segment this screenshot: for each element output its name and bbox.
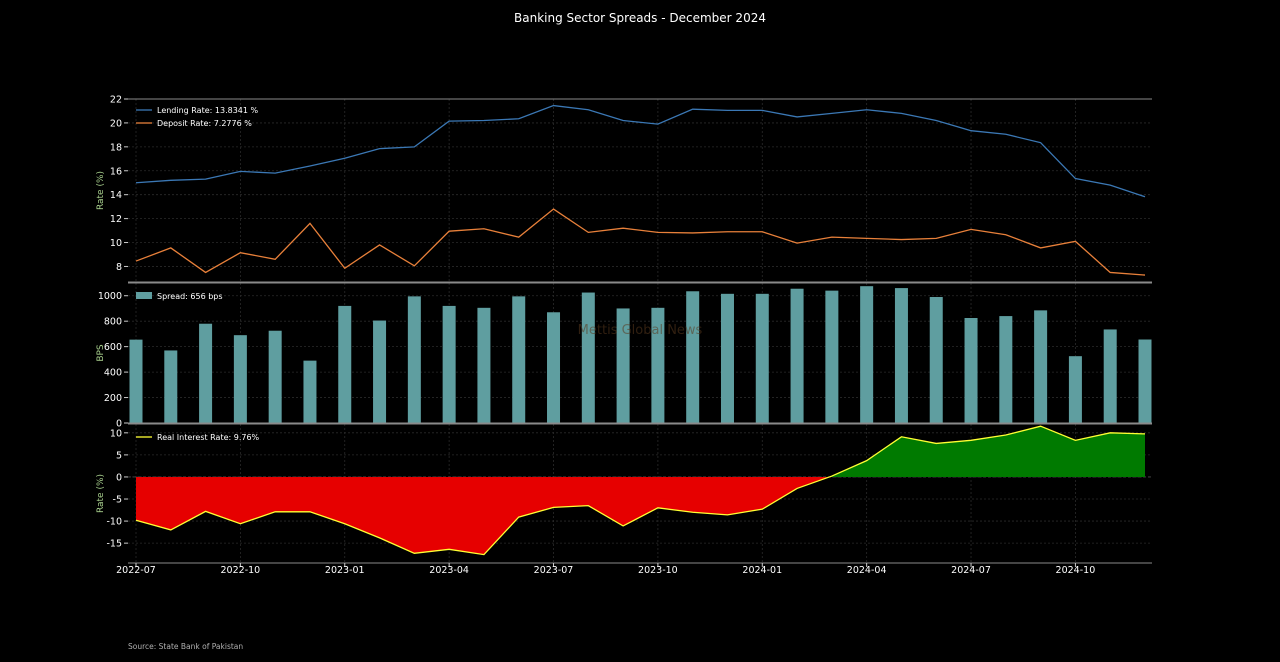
spread-bar xyxy=(477,307,491,423)
spread-bar xyxy=(338,305,352,423)
spread-bar xyxy=(616,308,630,423)
xtick-label: 2022-10 xyxy=(221,565,261,576)
ytick-label: -10 xyxy=(106,517,122,528)
spread-bar xyxy=(303,360,317,423)
ytick-label: 400 xyxy=(104,368,122,379)
ytick-label: 22 xyxy=(110,95,122,106)
xtick-label: 2024-07 xyxy=(951,565,991,576)
chart-title: Banking Sector Spreads - December 2024 xyxy=(514,11,766,25)
panel-3-ylabel: Rate (%) xyxy=(96,474,106,513)
ytick-label: -15 xyxy=(106,539,122,550)
xtick-label: 2023-04 xyxy=(429,565,469,576)
real-rate-line xyxy=(135,425,1146,556)
spread-bar xyxy=(1138,339,1152,423)
deposit-rate-line xyxy=(135,208,1146,276)
panel-2-ylabel: BPS xyxy=(96,344,106,362)
spread-bar xyxy=(547,312,561,423)
spread-bar xyxy=(1068,356,1082,423)
watermark: Mettis Global News xyxy=(578,323,703,338)
panel-1-ylabel: Rate (%) xyxy=(96,171,106,210)
xtick-label: 2024-10 xyxy=(1056,565,1096,576)
legend-label-deposit: Deposit Rate: 7.2776 % xyxy=(157,119,252,128)
xtick-label: 2024-01 xyxy=(742,565,782,576)
spread-bar xyxy=(686,291,700,423)
ytick-label: 600 xyxy=(104,342,122,353)
ytick-label: 0 xyxy=(116,419,122,430)
ytick-label: 800 xyxy=(104,317,122,328)
spread-bar xyxy=(512,296,526,423)
spread-bar xyxy=(373,320,387,423)
negative-real-rate-area xyxy=(136,476,830,555)
spread-bar xyxy=(233,335,247,423)
ytick-label: 10 xyxy=(110,428,122,439)
positive-real-rate-area xyxy=(829,426,1145,477)
spread-bar xyxy=(999,316,1013,423)
xtick-label: 2024-04 xyxy=(847,565,887,576)
spread-bar xyxy=(199,323,213,423)
spread-bar xyxy=(929,297,943,423)
spread-bar xyxy=(407,296,421,423)
legend-label-real-rate: Real Interest Rate: 9.76% xyxy=(157,433,260,442)
ytick-label: 16 xyxy=(110,166,122,177)
lending-rate-line xyxy=(135,104,1146,198)
spread-bar xyxy=(442,305,456,423)
xtick-label: 2023-07 xyxy=(534,565,574,576)
spread-bar xyxy=(894,288,908,423)
spread-bar xyxy=(1103,329,1117,423)
xtick-label: 2023-01 xyxy=(325,565,365,576)
ytick-label: 8 xyxy=(116,262,122,273)
ytick-label: 18 xyxy=(110,142,122,153)
ytick-label: 14 xyxy=(110,190,122,201)
ytick-label: -5 xyxy=(113,495,122,506)
spread-bar xyxy=(755,293,769,423)
ytick-label: 20 xyxy=(110,118,122,129)
ytick-label: 1000 xyxy=(98,291,122,302)
ytick-label: 0 xyxy=(116,472,122,483)
spread-bar xyxy=(268,330,282,423)
spread-bar xyxy=(129,339,143,423)
ytick-label: 5 xyxy=(116,450,122,461)
spread-bar xyxy=(825,290,839,423)
ytick-label: 10 xyxy=(110,238,122,249)
spread-bar xyxy=(860,286,874,423)
spread-bar xyxy=(790,288,804,423)
legend-label-lending: Lending Rate: 13.8341 % xyxy=(157,106,259,115)
spread-bar xyxy=(964,318,978,423)
spread-bar xyxy=(1034,310,1048,423)
xtick-label: 2023-10 xyxy=(638,565,678,576)
spread-bar xyxy=(651,307,665,423)
source-note: Source: State Bank of Pakistan xyxy=(128,642,243,651)
legend-label-spread: Spread: 656 bps xyxy=(157,292,223,301)
spread-bar xyxy=(164,350,178,423)
ytick-label: 12 xyxy=(110,214,122,225)
spread-bar xyxy=(581,292,595,423)
spread-bar xyxy=(720,293,734,423)
ytick-label: 200 xyxy=(104,393,122,404)
legend-swatch-spread xyxy=(136,292,152,299)
xtick-label: 2022-07 xyxy=(116,565,156,576)
